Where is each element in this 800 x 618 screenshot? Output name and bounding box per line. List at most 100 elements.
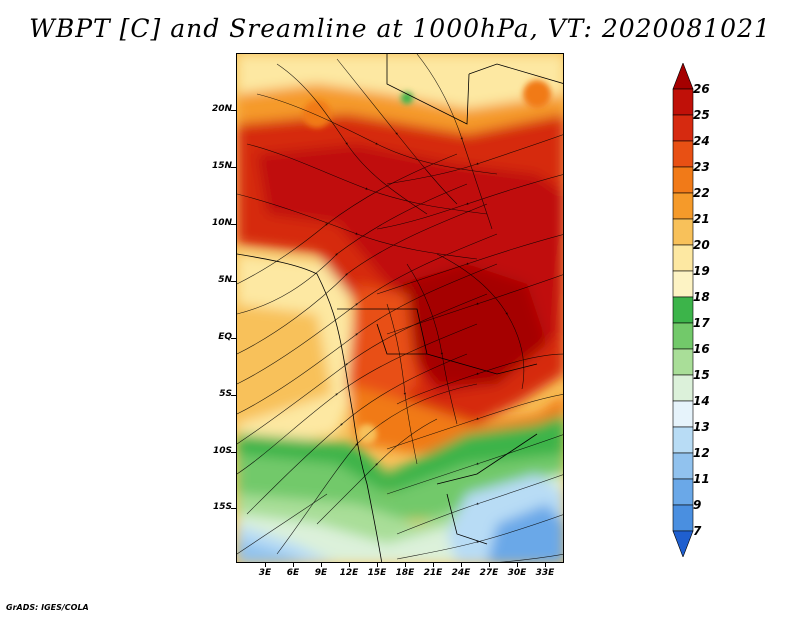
streamline	[376, 234, 563, 295]
colorbar-label-22: 22	[693, 186, 710, 200]
wbpt-field	[237, 54, 563, 562]
patch-east-22	[523, 80, 551, 108]
streamline	[499, 554, 563, 562]
colorbar-segment-19	[672, 244, 694, 272]
region-26	[397, 264, 547, 384]
streamline	[237, 293, 488, 445]
colorbar-label-18: 18	[693, 290, 710, 304]
streamline	[436, 253, 525, 390]
colorbar-label-24: 24	[693, 134, 710, 148]
colorbar-label-9: 9	[693, 498, 702, 512]
border-e	[436, 433, 538, 485]
streamlines	[237, 54, 563, 562]
region-se-12	[487, 504, 563, 562]
lat-label-10n: 10N	[211, 218, 232, 228]
streamline	[396, 353, 563, 405]
lat-tick	[231, 508, 236, 509]
colorbar-segment-12	[672, 426, 694, 454]
colorbar-cap-top	[672, 63, 694, 90]
lat-tick	[231, 452, 236, 453]
colorbar-cap-bottom	[672, 530, 694, 557]
colorbar-label-14: 14	[693, 394, 710, 408]
streamline	[276, 383, 478, 555]
streamline	[336, 58, 458, 205]
coastline	[237, 253, 383, 562]
colorbar-label-23: 23	[693, 160, 710, 174]
lat-tick	[231, 167, 236, 168]
colorbar-segment-22	[672, 166, 694, 194]
colorbar-segment-23	[672, 140, 694, 168]
region-23	[347, 284, 417, 414]
streamline	[237, 263, 498, 415]
colorbar-label-15: 15	[693, 368, 710, 382]
footer-credit: GrADS: IGES/COLA	[6, 603, 89, 612]
colorbar-segment-24	[672, 114, 694, 142]
lat-label-15n: 15N	[211, 161, 232, 171]
streamline	[386, 134, 563, 185]
colorbar-label-7: 7	[693, 524, 702, 538]
colorbar-segment-25	[672, 88, 694, 116]
colorbar-label-19: 19	[693, 264, 710, 278]
colorbar-segment-21	[672, 192, 694, 220]
streamline	[316, 418, 438, 525]
lon-tick	[461, 563, 462, 567]
streamline	[237, 203, 488, 355]
streamline	[396, 514, 563, 560]
lon-tick	[377, 563, 378, 567]
colorbar-segment-9	[672, 478, 694, 506]
border-b	[468, 63, 563, 84]
colorbar-segment-15	[672, 348, 694, 376]
lon-label-9e: 9E	[314, 568, 328, 578]
region-13	[237, 539, 303, 562]
region-ocean-20	[237, 304, 332, 424]
streamline	[237, 493, 328, 555]
colorbar-segment-13	[672, 400, 694, 428]
streamline	[246, 353, 468, 515]
colorbar-label-26: 26	[693, 82, 710, 96]
lon-tick	[293, 563, 294, 567]
colorbar-label-12: 12	[693, 446, 710, 460]
streamline	[386, 303, 418, 465]
lat-tick	[231, 281, 236, 282]
lon-label-18e: 18E	[395, 568, 415, 578]
streamline	[237, 153, 458, 285]
lat-tick	[231, 224, 236, 225]
lat-label-20n: 20N	[211, 104, 232, 114]
lon-tick	[405, 563, 406, 567]
lon-tick	[265, 563, 266, 567]
colorbar-label-17: 17	[693, 316, 710, 330]
lon-tick	[433, 563, 434, 567]
streamline	[237, 183, 468, 315]
lat-label-5n: 5N	[218, 275, 232, 285]
colorbar-segment-11	[672, 452, 694, 480]
lon-label-33e: 33E	[535, 568, 555, 578]
streamline	[386, 394, 563, 450]
colorbar-segment-14	[672, 374, 694, 402]
lon-tick	[349, 563, 350, 567]
colorbar-label-21: 21	[693, 212, 710, 226]
colorbar-segment-20	[672, 218, 694, 246]
lon-label-15e: 15E	[367, 568, 387, 578]
lat-tick	[231, 110, 236, 111]
lat-label-10s: 10S	[212, 446, 232, 456]
lat-label-5s: 5S	[219, 389, 232, 399]
colorbar-segment-8	[672, 504, 694, 532]
lon-tick	[545, 563, 546, 567]
lat-tick	[231, 338, 236, 339]
colorbar-label-20: 20	[693, 238, 710, 252]
streamline	[237, 323, 478, 475]
lon-label-30e: 30E	[507, 568, 527, 578]
lon-tick	[517, 563, 518, 567]
map-panel	[236, 53, 564, 563]
lon-label-27e: 27E	[479, 568, 499, 578]
lon-label-6e: 6E	[286, 568, 300, 578]
lon-label-24e: 24E	[451, 568, 471, 578]
streamline	[406, 263, 458, 425]
streamline	[386, 434, 563, 495]
patch-nw-21	[303, 100, 331, 128]
lat-label-eq: EQ	[218, 332, 232, 342]
colorbar-label-13: 13	[693, 420, 710, 434]
streamline	[276, 63, 428, 215]
lon-label-3e: 3E	[258, 568, 272, 578]
patch-north-green	[401, 92, 413, 104]
